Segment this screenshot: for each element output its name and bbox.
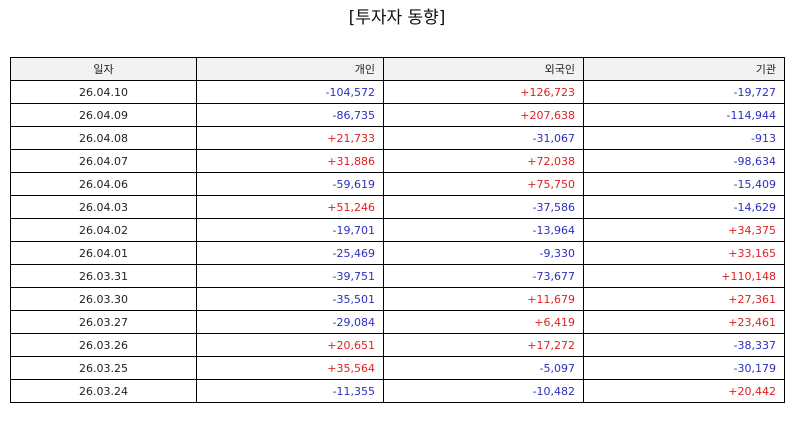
cell-institution: +27,361 xyxy=(583,287,785,311)
table-row: 26.03.26 +20,651 +17,272 -38,337 xyxy=(10,333,785,357)
cell-foreign: -10,482 xyxy=(383,379,584,403)
cell-date: 26.04.07 xyxy=(10,149,197,173)
cell-foreign: +11,679 xyxy=(383,287,584,311)
cell-individual: -86,735 xyxy=(196,103,384,127)
table-row: 26.04.07 +31,886 +72,038 -98,634 xyxy=(10,149,785,173)
cell-date: 26.04.02 xyxy=(10,218,197,242)
cell-individual: +31,886 xyxy=(196,149,384,173)
header-date: 일자 xyxy=(10,57,197,81)
cell-institution: -14,629 xyxy=(583,195,785,219)
cell-institution: -98,634 xyxy=(583,149,785,173)
cell-individual: +20,651 xyxy=(196,333,384,357)
cell-individual: -29,084 xyxy=(196,310,384,334)
cell-individual: +35,564 xyxy=(196,356,384,380)
cell-individual: -59,619 xyxy=(196,172,384,196)
cell-foreign: -13,964 xyxy=(383,218,584,242)
cell-institution: +20,442 xyxy=(583,379,785,403)
cell-foreign: -37,586 xyxy=(383,195,584,219)
cell-date: 26.04.09 xyxy=(10,103,197,127)
table-row: 26.04.10 -104,572 +126,723 -19,727 xyxy=(10,80,785,104)
table-row: 26.04.06 -59,619 +75,750 -15,409 xyxy=(10,172,785,196)
cell-individual: -39,751 xyxy=(196,264,384,288)
table-row: 26.03.25 +35,564 -5,097 -30,179 xyxy=(10,356,785,380)
header-institution: 기관 xyxy=(583,57,785,81)
cell-institution: -19,727 xyxy=(583,80,785,104)
table-row: 26.04.01 -25,469 -9,330 +33,165 xyxy=(10,241,785,265)
cell-individual: +21,733 xyxy=(196,126,384,150)
cell-foreign: +207,638 xyxy=(383,103,584,127)
cell-institution: +23,461 xyxy=(583,310,785,334)
cell-foreign: +72,038 xyxy=(383,149,584,173)
cell-institution: +110,148 xyxy=(583,264,785,288)
cell-institution: +34,375 xyxy=(583,218,785,242)
page-title: [투자자 동향] xyxy=(348,8,446,28)
cell-institution: -15,409 xyxy=(583,172,785,196)
cell-foreign: +126,723 xyxy=(383,80,584,104)
table-row: 26.03.30 -35,501 +11,679 +27,361 xyxy=(10,287,785,311)
cell-foreign: +17,272 xyxy=(383,333,584,357)
table-row: 26.03.24 -11,355 -10,482 +20,442 xyxy=(10,379,785,403)
table-header: 일자 개인 외국인 기관 xyxy=(10,57,785,81)
cell-date: 26.03.26 xyxy=(10,333,197,357)
cell-date: 26.03.24 xyxy=(10,379,197,403)
cell-individual: -104,572 xyxy=(196,80,384,104)
cell-date: 26.03.25 xyxy=(10,356,197,380)
header-individual: 개인 xyxy=(196,57,384,81)
cell-foreign: +75,750 xyxy=(383,172,584,196)
cell-foreign: -9,330 xyxy=(383,241,584,265)
table-row: 26.03.31 -39,751 -73,677 +110,148 xyxy=(10,264,785,288)
table-body: 26.04.10 -104,572 +126,723 -19,727 26.04.09-… xyxy=(10,80,785,403)
cell-date: 26.04.10 xyxy=(10,80,197,104)
cell-foreign: -5,097 xyxy=(383,356,584,380)
cell-institution: -114,944 xyxy=(583,103,785,127)
cell-institution: -30,179 xyxy=(583,356,785,380)
cell-date: 26.04.03 xyxy=(10,195,197,219)
cell-date: 26.04.08 xyxy=(10,126,197,150)
cell-institution: +33,165 xyxy=(583,241,785,265)
table-row: 26.04.03 +51,246 -37,586 -14,629 xyxy=(10,195,785,219)
cell-foreign: +6,419 xyxy=(383,310,584,334)
cell-institution: -38,337 xyxy=(583,333,785,357)
table-row: 26.04.08 +21,733 -31,067 -913 xyxy=(10,126,785,150)
cell-foreign: -31,067 xyxy=(383,126,584,150)
cell-institution: -913 xyxy=(583,126,785,150)
cell-individual: -11,355 xyxy=(196,379,384,403)
cell-date: 26.03.31 xyxy=(10,264,197,288)
cell-date: 26.04.06 xyxy=(10,172,197,196)
cell-individual: +51,246 xyxy=(196,195,384,219)
cell-date: 26.03.30 xyxy=(10,287,197,311)
investor-trend-table: 일자 개인 외국인 기관 26.04.10 -104,572 +126,723 -19… xyxy=(10,57,785,403)
cell-individual: -19,701 xyxy=(196,218,384,242)
header-foreign: 외국인 xyxy=(383,57,584,81)
table-row: 26.04.02 -19,701 -13,964 +34,375 xyxy=(10,218,785,242)
cell-individual: -25,469 xyxy=(196,241,384,265)
cell-individual: -35,501 xyxy=(196,287,384,311)
header-row: 일자 개인 외국인 기관 xyxy=(10,57,785,81)
table-row: 26.03.27 -29,084 +6,419 +23,461 xyxy=(10,310,785,334)
cell-date: 26.04.01 xyxy=(10,241,197,265)
table-row: 26.04.09 -86,735 +207,638 -114,944 xyxy=(10,103,785,127)
cell-date: 26.03.27 xyxy=(10,310,197,334)
cell-foreign: -73,677 xyxy=(383,264,584,288)
